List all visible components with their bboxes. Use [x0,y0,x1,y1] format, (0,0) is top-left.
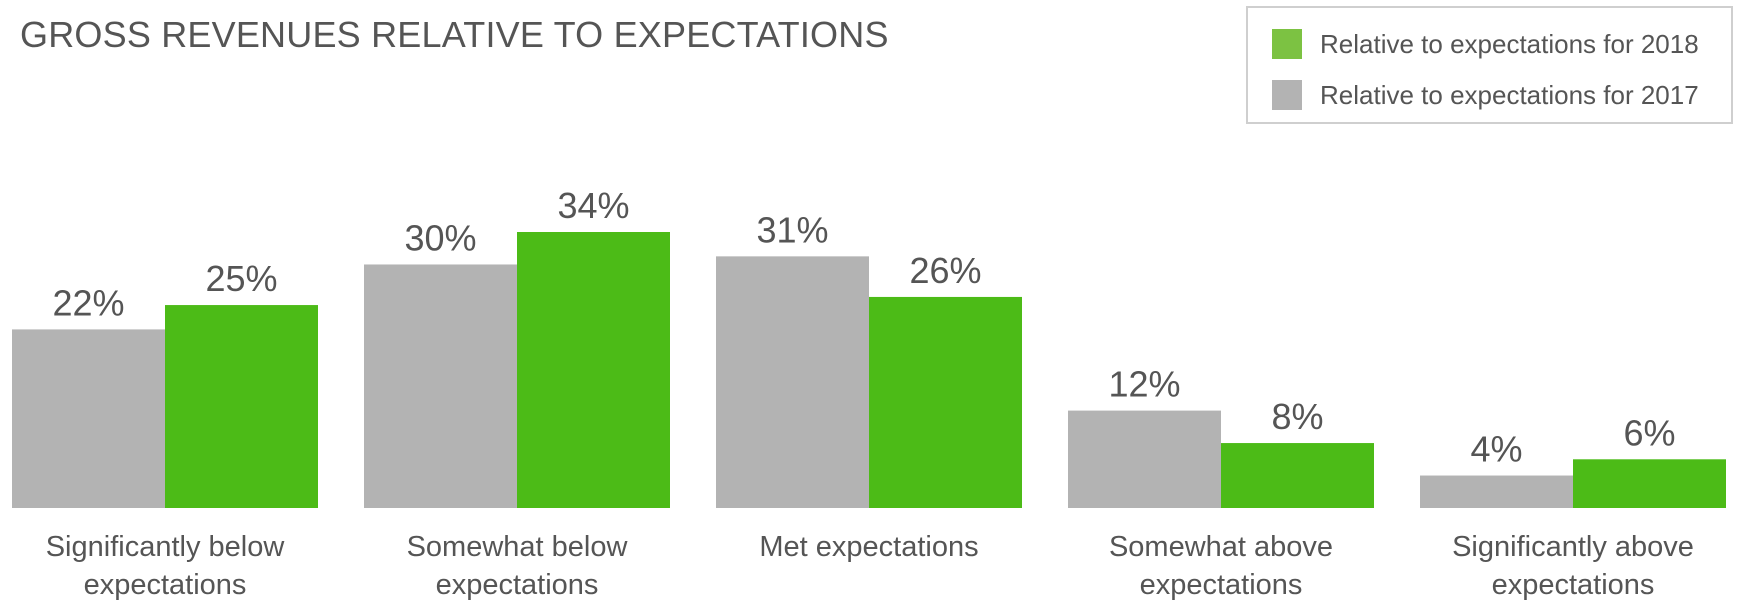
category-label-3-1: expectations [1140,569,1303,600]
data-label-2017-4: 4% [1470,429,1522,470]
data-label-2018-4: 6% [1623,412,1675,453]
category-label-3-0: Somewhat above [1109,531,1333,563]
bar-2017-2 [716,256,869,508]
chart-legend: Relative to expectations for 2018 Relati… [1246,6,1733,124]
data-label-2017-0: 22% [52,282,124,323]
data-label-2017-1: 30% [404,217,476,258]
category-label-0-0: Significantly below [46,531,286,563]
data-label-2017-2: 31% [756,209,828,250]
legend-item-2018: Relative to expectations for 2018 [1272,29,1699,59]
bar-2017-1 [364,264,517,508]
legend-label-2017: Relative to expectations for 2017 [1320,79,1699,110]
data-label-2017-3: 12% [1108,364,1180,405]
data-label-2018-1: 34% [557,185,629,226]
category-label-1-1: expectations [436,569,599,600]
category-label-1-0: Somewhat below [407,531,629,563]
legend-item-2017: Relative to expectations for 2017 [1272,80,1699,110]
chart-title: GROSS REVENUES RELATIVE TO EXPECTATIONS [20,14,889,55]
data-label-2018-3: 8% [1271,396,1323,437]
bar-2018-1 [517,232,670,508]
category-label-4-1: expectations [1492,569,1655,600]
category-label-0-1: expectations [84,569,247,600]
bar-2017-3 [1068,410,1221,508]
bar-2018-4 [1573,459,1726,508]
bar-2018-0 [165,305,318,508]
bar-2017-4 [1420,475,1573,508]
bar-2018-3 [1221,443,1374,508]
bar-2017-0 [12,329,165,508]
legend-swatch-2017 [1272,80,1302,110]
data-label-2018-0: 25% [205,258,277,299]
legend-label-2018: Relative to expectations for 2018 [1320,28,1699,59]
legend-swatch-2018 [1272,29,1302,59]
category-label-2-0: Met expectations [759,531,978,563]
data-label-2018-2: 26% [909,250,981,291]
category-label-4-0: Significantly above [1452,531,1694,563]
bar-2018-2 [869,296,1022,508]
